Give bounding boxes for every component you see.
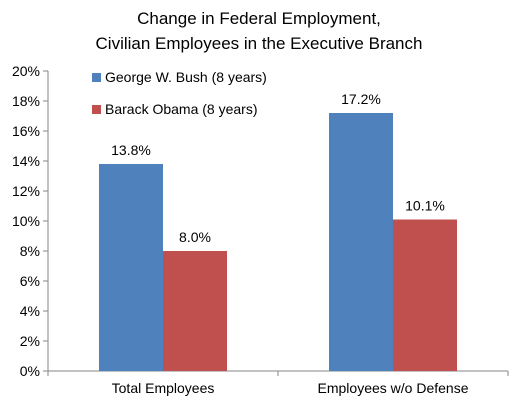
y-tick-label: 12% xyxy=(12,183,40,199)
y-tick-label: 6% xyxy=(20,273,40,289)
y-tick-label: 8% xyxy=(20,243,40,259)
y-tick-label: 2% xyxy=(20,333,40,349)
data-label: 8.0% xyxy=(179,229,211,245)
data-label: 13.8% xyxy=(111,142,151,158)
y-tick-label: 16% xyxy=(12,123,40,139)
chart-title-line-2: Civilian Employees in the Executive Bran… xyxy=(96,34,423,53)
data-label: 17.2% xyxy=(341,91,381,107)
legend-label: Barack Obama (8 years) xyxy=(105,101,258,117)
chart-title-line-1: Change in Federal Employment, xyxy=(137,9,381,28)
y-tick-label: 4% xyxy=(20,303,40,319)
bar xyxy=(329,113,393,371)
bar xyxy=(163,251,227,371)
y-tick-label: 20% xyxy=(12,63,40,79)
y-tick-label: 0% xyxy=(20,363,40,379)
data-label: 10.1% xyxy=(405,198,445,214)
bar xyxy=(99,164,163,371)
legend-label: George W. Bush (8 years) xyxy=(105,69,267,85)
data-labels: 13.8% 8.0% 17.2% 10.1% xyxy=(111,91,445,245)
x-tick-label: Employees w/o Defense xyxy=(318,380,469,396)
axes: 0% 2% 4% 6% 8% 10% 12% 14% 16% 18% 20% Total Employ… xyxy=(12,63,509,396)
y-tick-label: 18% xyxy=(12,93,40,109)
bars xyxy=(99,113,457,371)
legend: George W. Bush (8 years) Barack Obama (8 … xyxy=(92,69,267,117)
y-tick-label: 10% xyxy=(12,213,40,229)
bar xyxy=(393,219,457,371)
x-tick-label: Total Employees xyxy=(112,380,215,396)
legend-swatch xyxy=(92,73,101,82)
legend-swatch xyxy=(92,105,101,114)
y-tick-label: 14% xyxy=(12,153,40,169)
